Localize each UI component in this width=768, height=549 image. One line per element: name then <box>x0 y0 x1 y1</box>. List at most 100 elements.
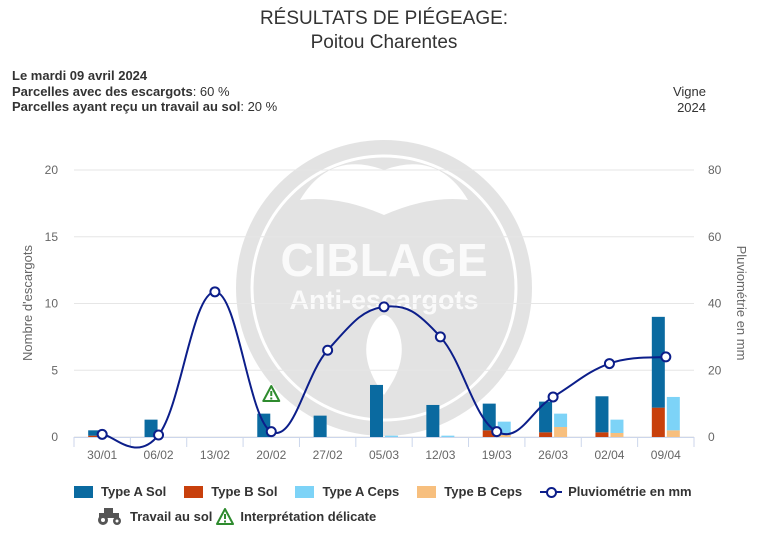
snail-shape-icon <box>300 164 468 215</box>
pluvio-point <box>209 286 221 298</box>
bar-type-a-ceps <box>610 419 624 433</box>
bar-type-a-ceps <box>666 396 680 431</box>
y-tick-right: 40 <box>708 297 722 311</box>
x-tick-label: 13/02 <box>200 448 230 462</box>
y-axis-left-ticks: 0 5 10 15 20 <box>45 163 59 444</box>
bar-type-a-sol <box>88 430 102 436</box>
bar-type-b-sol <box>482 430 496 437</box>
legend-swatch-type-a-sol <box>74 485 93 498</box>
culture-name: Vigne <box>672 84 706 99</box>
pluvio-point <box>96 428 108 440</box>
bar-type-a-sol <box>313 415 327 437</box>
x-tick-label: 09/04 <box>651 448 681 462</box>
annotations <box>262 385 281 402</box>
info-parcelles-travail: Parcelles ayant reçu un travail au sol: … <box>12 99 278 114</box>
x-tick-label: 02/04 <box>594 448 624 462</box>
info-parcelles-escargots: Parcelles avec des escargots: 60 % <box>12 83 230 99</box>
pluvio-point <box>434 331 446 343</box>
x-tick-label: 30/01 <box>87 448 117 462</box>
y-tick-right: 0 <box>708 430 715 444</box>
bar-type-b-sol <box>651 407 665 437</box>
legend-row-2: Travail au sol Interprétation délicate <box>96 506 394 526</box>
y-axis-left-label: Nombre d'escargots <box>20 245 35 361</box>
legend-line-pluvio-icon <box>540 486 563 498</box>
chart-title: RÉSULTATS DE PIÉGEAGE: <box>259 8 509 29</box>
legend-item-travail[interactable]: Travail au sol <box>96 506 212 526</box>
watermark-text-1: CIBLAGE <box>281 234 488 286</box>
pluvio-point <box>265 426 277 438</box>
legend-label-type-b-sol: Type B Sol <box>211 484 278 499</box>
legend-label-pluvio: Pluviométrie en mm <box>568 484 692 499</box>
x-tick-label: 06/02 <box>144 448 174 462</box>
legend-item-type-a-sol[interactable]: Type A Sol <box>74 484 166 499</box>
legend-item-pluvio[interactable]: Pluviométrie en mm <box>540 484 692 499</box>
pluvio-point <box>603 358 615 370</box>
y-axis-right-ticks: 0 20 40 60 80 <box>708 163 722 444</box>
culture-block: Vigne 2024 <box>673 84 706 115</box>
info-block: Le mardi 09 avril 2024 Parcelles avec de… <box>12 68 277 115</box>
warning-dot <box>270 397 273 400</box>
pluvio-point <box>660 351 672 363</box>
x-tick-label: 12/03 <box>425 448 455 462</box>
bar-type-b-ceps <box>554 426 568 437</box>
y-tick-left: 0 <box>51 430 58 444</box>
bar-type-b-ceps <box>666 430 680 437</box>
pluvio-point <box>491 426 503 438</box>
y-tick-right: 60 <box>708 230 722 244</box>
tractor-icon <box>98 508 121 525</box>
watermark <box>236 140 532 436</box>
legend-label-interpretation: Interprétation délicate <box>240 508 377 524</box>
x-axis: 30/01 06/02 13/02 20/02 27/02 05/03 12/03 19/03… <box>73 437 695 462</box>
bar-type-a-sol <box>539 401 553 433</box>
bar-type-a-sol <box>426 404 440 437</box>
watermark-ring <box>250 154 518 422</box>
bar-type-a-ceps <box>554 413 568 427</box>
info-date: Le mardi 09 avril 2024 <box>12 68 148 83</box>
legend-item-type-b-sol[interactable]: Type B Sol <box>184 484 277 499</box>
pluvio-point <box>547 391 559 403</box>
pluvio-point <box>153 429 165 441</box>
legend-label-travail: Travail au sol <box>130 508 213 524</box>
vine-leaf-icon <box>366 315 402 395</box>
bar-type-a-sol <box>482 403 496 431</box>
bar-type-b-ceps <box>497 434 511 437</box>
y-axis-right-label: Pluviométrie en mm <box>734 246 749 361</box>
legend-item-type-a-ceps[interactable]: Type A Ceps <box>295 484 399 499</box>
pluvio-point <box>322 344 334 356</box>
legend-row-1: Type A Sol Type B Sol Type A Ceps Type B… <box>74 484 710 499</box>
bar-type-a-sol <box>370 384 383 437</box>
y-tick-left: 10 <box>45 297 59 311</box>
bar-type-a-sol <box>595 396 609 433</box>
bar-type-b-sol <box>539 432 553 437</box>
y-tick-right: 20 <box>708 363 722 377</box>
legend-label-type-a-ceps: Type A Ceps <box>322 484 400 499</box>
bar-type-a-ceps <box>441 435 455 437</box>
y-tick-right: 80 <box>708 163 722 177</box>
bar-type-b-sol <box>595 432 609 437</box>
chart-subtitle: Poitou Charentes <box>310 32 458 53</box>
warning-bar <box>270 391 273 396</box>
warning-marker-icon <box>262 385 281 402</box>
bar-series <box>88 316 680 437</box>
legend-item-type-b-ceps[interactable]: Type B Ceps <box>417 484 522 499</box>
x-tick-label: 05/03 <box>369 448 399 462</box>
y-tick-left: 5 <box>51 363 58 377</box>
y-tick-left: 20 <box>45 163 59 177</box>
x-tick-label: 20/02 <box>256 448 286 462</box>
bar-type-a-sol <box>651 316 665 408</box>
legend-label-type-b-ceps: Type B Ceps <box>444 484 523 499</box>
legend-swatch-type-a-ceps <box>295 485 315 498</box>
warning-triangle-icon <box>216 507 235 525</box>
bar-type-a-ceps <box>385 435 398 437</box>
x-tick-label: 26/03 <box>538 448 568 462</box>
pluvio-point <box>378 301 390 313</box>
legend-swatch-type-b-ceps <box>417 485 437 498</box>
legend-swatch-type-b-sol <box>184 485 204 498</box>
legend-label-type-a-sol: Type A Sol <box>101 484 167 499</box>
watermark-disc <box>236 140 532 436</box>
legend-item-interpretation[interactable]: Interprétation délicate <box>216 507 377 525</box>
culture-year: 2024 <box>677 99 706 115</box>
x-tick-label: 27/02 <box>313 448 343 462</box>
y-tick-left: 15 <box>45 230 59 244</box>
